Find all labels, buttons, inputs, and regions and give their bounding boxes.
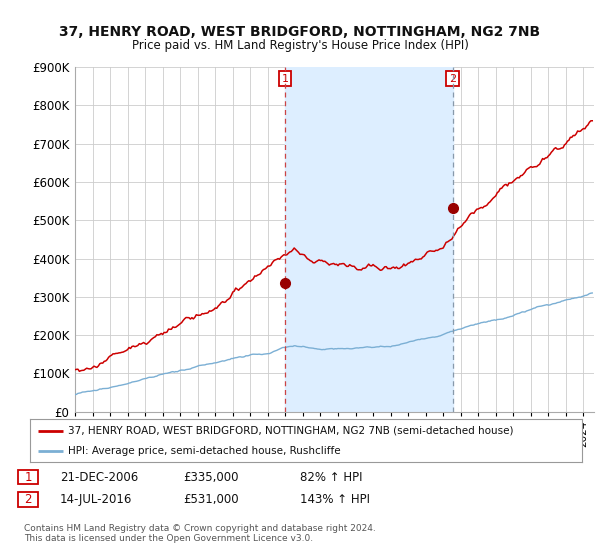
Text: £335,000: £335,000 <box>183 470 239 484</box>
Text: 2: 2 <box>449 74 456 83</box>
Text: 82% ↑ HPI: 82% ↑ HPI <box>300 470 362 484</box>
Text: 1: 1 <box>281 74 289 83</box>
Text: 1: 1 <box>25 470 32 484</box>
Text: Contains HM Land Registry data © Crown copyright and database right 2024.
This d: Contains HM Land Registry data © Crown c… <box>24 524 376 543</box>
Text: £531,000: £531,000 <box>183 493 239 506</box>
Text: 37, HENRY ROAD, WEST BRIDGFORD, NOTTINGHAM, NG2 7NB (semi-detached house): 37, HENRY ROAD, WEST BRIDGFORD, NOTTINGH… <box>68 426 513 436</box>
Text: 143% ↑ HPI: 143% ↑ HPI <box>300 493 370 506</box>
Text: 21-DEC-2006: 21-DEC-2006 <box>60 470 138 484</box>
Text: Price paid vs. HM Land Registry's House Price Index (HPI): Price paid vs. HM Land Registry's House … <box>131 39 469 52</box>
Text: 37, HENRY ROAD, WEST BRIDGFORD, NOTTINGHAM, NG2 7NB: 37, HENRY ROAD, WEST BRIDGFORD, NOTTINGH… <box>59 25 541 39</box>
Bar <box>285 67 452 412</box>
Text: 14-JUL-2016: 14-JUL-2016 <box>60 493 133 506</box>
Text: 2: 2 <box>25 493 32 506</box>
Text: HPI: Average price, semi-detached house, Rushcliffe: HPI: Average price, semi-detached house,… <box>68 446 340 455</box>
